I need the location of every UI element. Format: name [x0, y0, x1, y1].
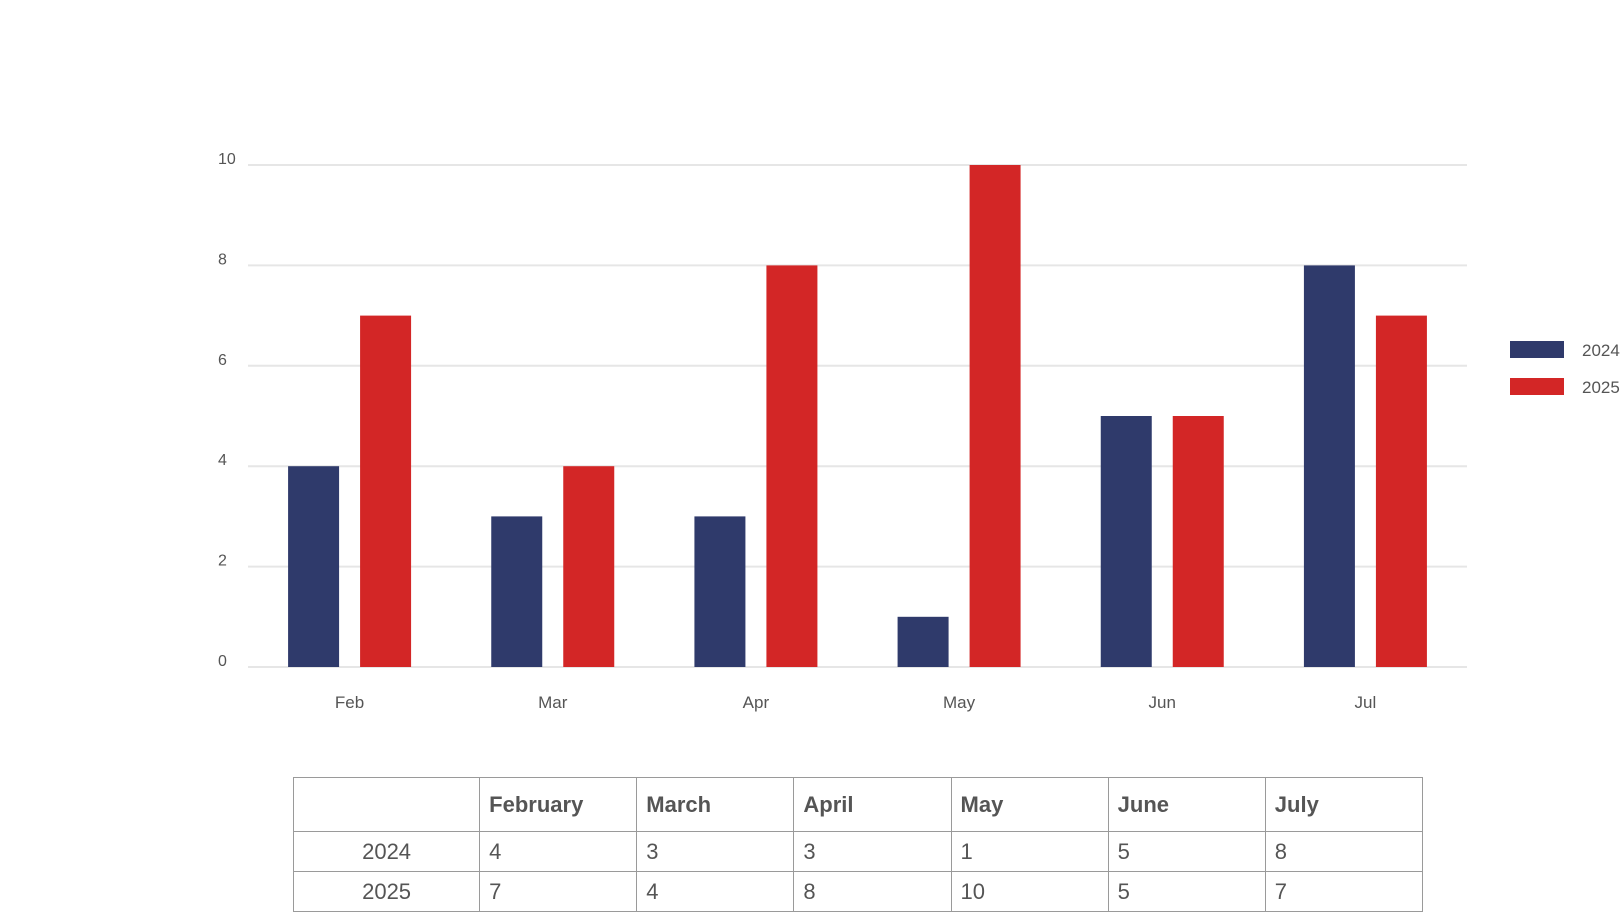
- y-tick-label: 2: [218, 553, 227, 570]
- table-row-label: 2025: [292, 871, 481, 912]
- table-header-cell: February: [479, 777, 638, 832]
- bar-2024-jun: [1100, 416, 1152, 667]
- table-cell: 3: [793, 831, 952, 872]
- bars: [288, 165, 1427, 667]
- bar-2025-jun: [1172, 416, 1224, 667]
- table-cell: 8: [793, 871, 952, 912]
- legend-label-2024: 2024: [1582, 341, 1620, 360]
- table-cell: 3: [636, 831, 795, 872]
- table-cell: 5: [1107, 831, 1266, 872]
- bar-2024-apr: [694, 516, 746, 667]
- table-cell: 8: [1264, 831, 1424, 872]
- data-table: February March April May June July 2024 …: [292, 777, 1424, 912]
- table-header-cell: [292, 777, 481, 832]
- y-tick-label: 4: [218, 452, 227, 469]
- legend-label-2025: 2025: [1582, 378, 1620, 397]
- table-row: 2025 7 4 8 10 5 7: [292, 871, 1424, 912]
- table-cell: 5: [1107, 871, 1266, 912]
- table-header-cell: June: [1107, 777, 1266, 832]
- x-tick-label: Apr: [743, 693, 770, 712]
- table-cell: 7: [1264, 871, 1424, 912]
- x-tick-label: May: [943, 693, 976, 712]
- y-tick-label: 10: [218, 151, 236, 168]
- x-tick-label: Mar: [538, 693, 568, 712]
- table-cell: 4: [636, 871, 795, 912]
- table-header-cell: March: [636, 777, 795, 832]
- table-header-cell: April: [793, 777, 952, 832]
- bar-2024-mar: [491, 516, 543, 667]
- x-tick-label: Feb: [335, 693, 364, 712]
- table-cell: 1: [950, 831, 1109, 872]
- table-row-label: 2024: [292, 831, 481, 872]
- legend-swatch-2025: [1510, 378, 1564, 395]
- x-axis-category-labels: Feb Mar Apr May Jun Jul: [335, 693, 1376, 712]
- table-row: 2024 4 3 3 1 5 8: [292, 831, 1424, 872]
- table-header-cell: July: [1264, 777, 1424, 832]
- bar-2024-feb: [288, 466, 340, 667]
- bar-2024-jul: [1303, 265, 1355, 667]
- grid-lines: [248, 164, 1467, 668]
- bar-2025-mar: [563, 466, 615, 667]
- table-header-cell: May: [950, 777, 1109, 832]
- x-tick-label: Jun: [1149, 693, 1176, 712]
- y-tick-label: 0: [218, 653, 227, 670]
- table-header-row: February March April May June July: [292, 777, 1424, 832]
- x-tick-label: Jul: [1355, 693, 1377, 712]
- legend: 2024 2025: [1510, 341, 1620, 397]
- bar-chart: 0 2 4 6 8 10 Feb Mar Apr May Jun Jul 2024 2025: [218, 151, 1620, 712]
- table-cell: 4: [479, 831, 638, 872]
- bar-2025-feb: [360, 315, 412, 667]
- bar-2025-apr: [766, 265, 818, 667]
- bar-2025-jul: [1375, 315, 1427, 667]
- legend-swatch-2024: [1510, 341, 1564, 358]
- bar-2024-may: [897, 616, 949, 667]
- y-axis-tick-labels: 0 2 4 6 8 10: [218, 151, 236, 670]
- table-cell: 10: [950, 871, 1109, 912]
- y-tick-label: 8: [218, 251, 227, 268]
- table-cell: 7: [479, 871, 638, 912]
- bar-2025-may: [969, 165, 1021, 667]
- y-tick-label: 6: [218, 352, 227, 369]
